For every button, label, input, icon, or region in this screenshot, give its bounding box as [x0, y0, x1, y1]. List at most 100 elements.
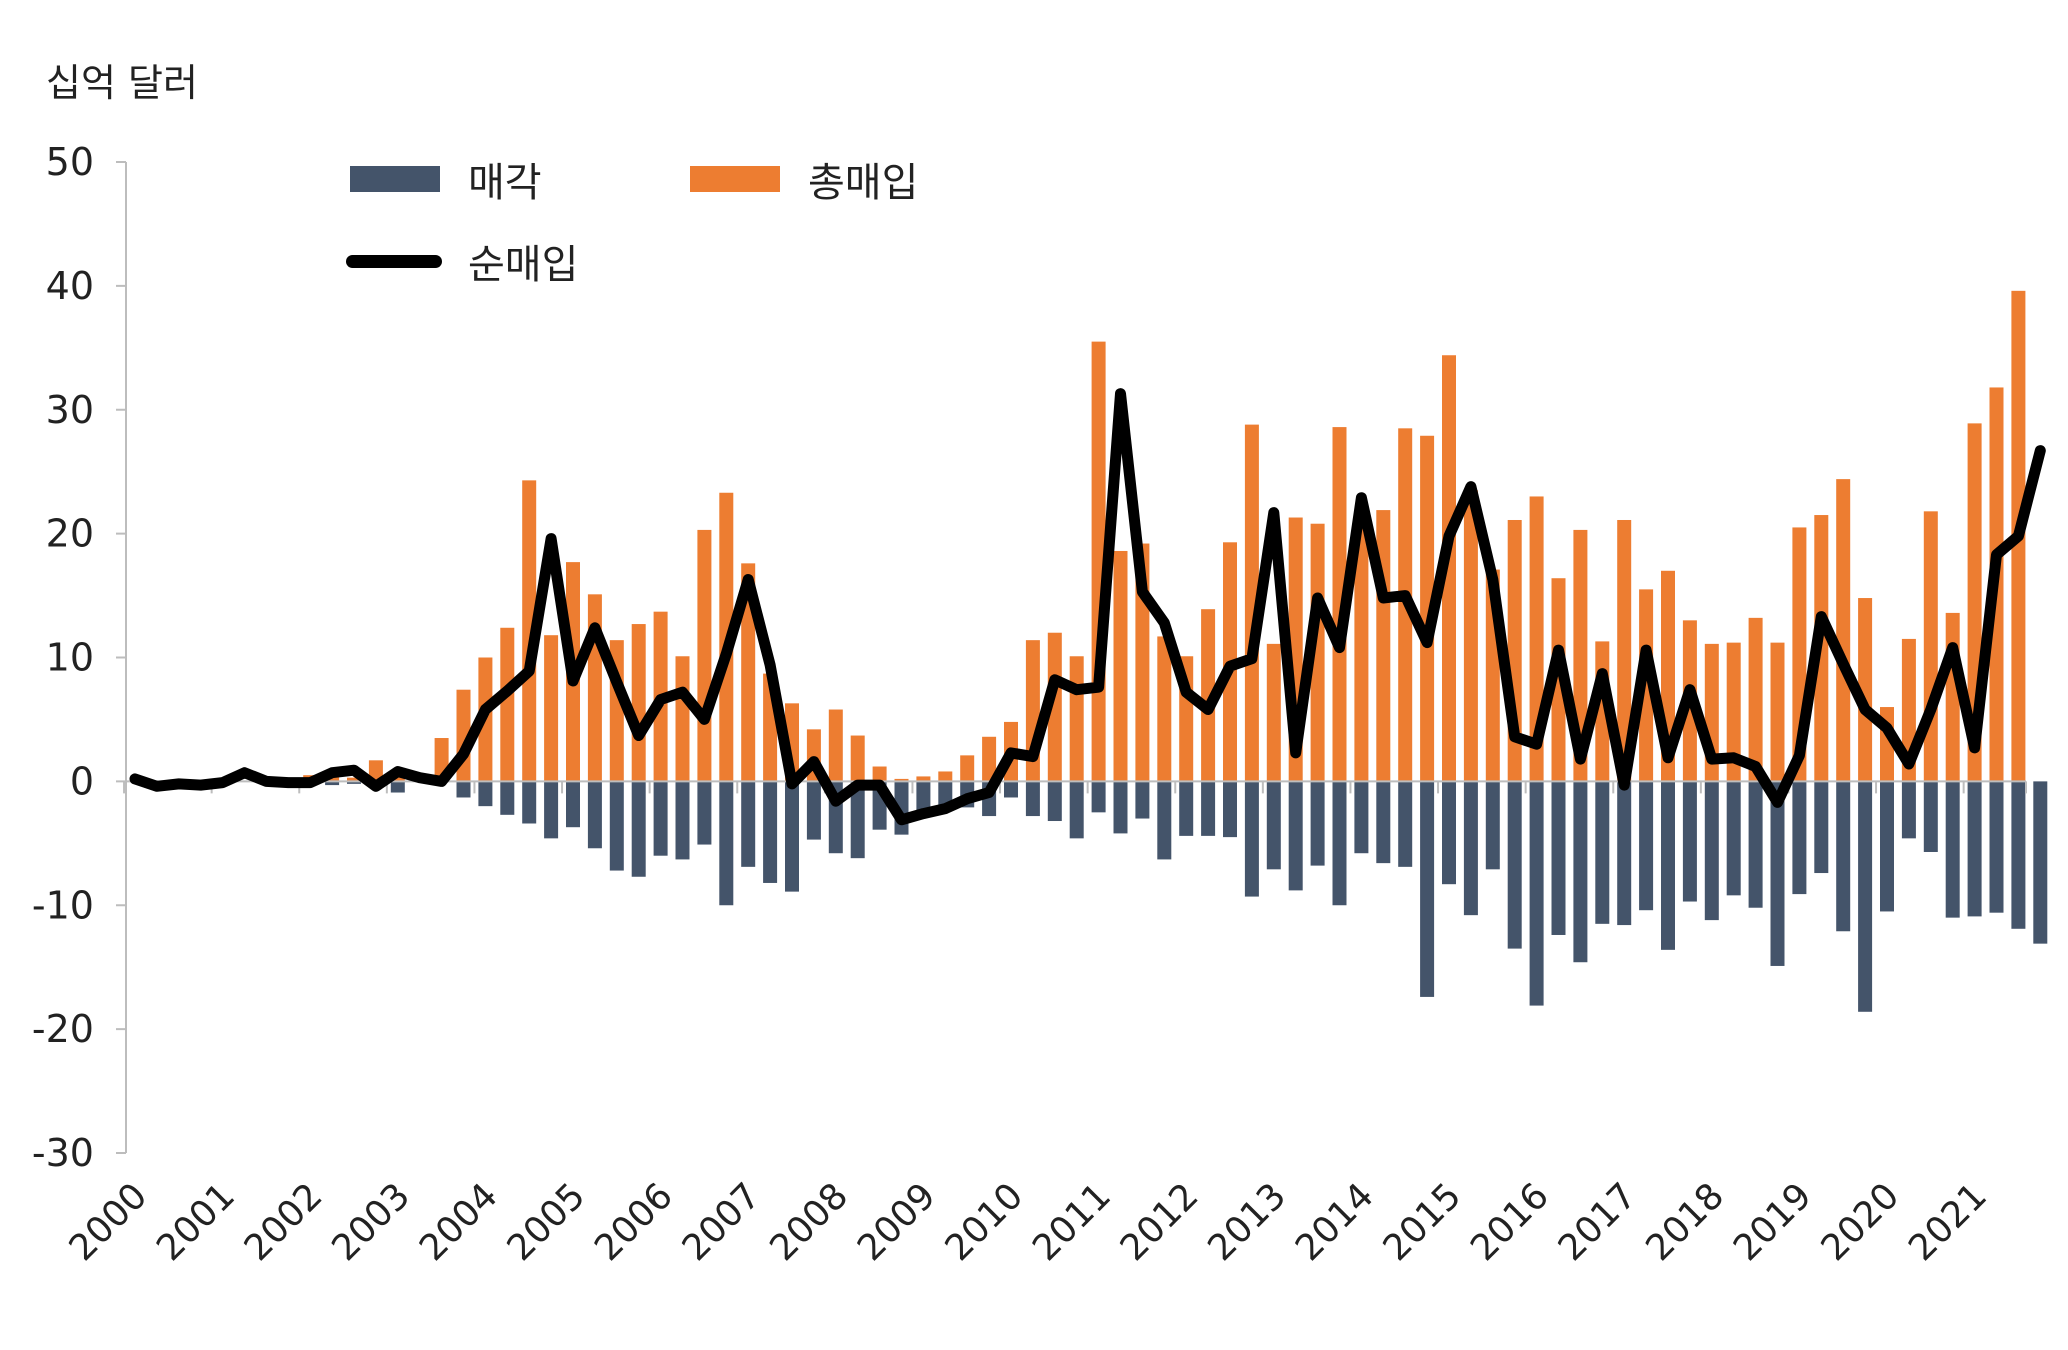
gross-purchase-bar	[1332, 427, 1347, 782]
sales-bar	[1639, 781, 1654, 911]
x-tick-label: 2020	[1814, 1175, 1908, 1269]
x-tick-label: 2011	[1025, 1175, 1119, 1269]
sales-bar	[916, 781, 931, 814]
gross-purchase-bar	[500, 627, 515, 782]
x-tick-label: 2014	[1288, 1175, 1382, 1269]
sales-bar	[1770, 781, 1785, 966]
gross-purchase-bar	[1047, 632, 1062, 782]
y-tick-label: 20	[46, 512, 94, 556]
legend-item-sales: 매각	[350, 150, 542, 208]
x-tick-label: 2017	[1551, 1175, 1645, 1269]
legend-swatch-net-purchases	[346, 254, 442, 268]
y-tick-label: 40	[46, 264, 94, 308]
sales-bar	[1442, 781, 1456, 885]
sales-bar	[1836, 781, 1851, 932]
sales-bar	[1091, 781, 1106, 813]
x-tick-label: 2004	[412, 1175, 506, 1269]
sales-bar	[1025, 781, 1040, 817]
x-tick-label: 2019	[1726, 1175, 1820, 1269]
sales-bar	[1704, 781, 1719, 921]
sales-bar	[1069, 781, 1084, 839]
sales-bar	[1814, 781, 1829, 874]
gross-purchase-bar	[1113, 550, 1128, 782]
x-tick-label: 2005	[500, 1175, 594, 1269]
legend-swatch-gross-purchases	[690, 166, 780, 192]
legend-item-gross-purchases: 총매입	[690, 150, 918, 208]
x-tick-label: 2001	[149, 1175, 243, 1269]
sales-bar	[609, 781, 624, 871]
gross-purchase-bar	[1069, 656, 1084, 782]
gross-purchase-bar	[1945, 612, 1960, 782]
x-tick-label: 2006	[587, 1175, 681, 1269]
gross-purchase-bar	[631, 624, 646, 782]
sales-bar	[1901, 781, 1916, 839]
net-purchase-line	[129, 388, 2046, 826]
y-tick-label: 30	[46, 388, 94, 432]
x-tick-label: 2003	[324, 1175, 418, 1269]
gross-purchase-bar	[347, 777, 361, 782]
sales-bar	[1354, 781, 1369, 854]
sales-bar	[1398, 781, 1413, 867]
legend-label-gross-purchases: 총매입	[808, 160, 919, 206]
sales-bar	[697, 781, 712, 845]
gross-purchase-bar	[1266, 643, 1281, 782]
sales-bar	[1485, 781, 1500, 870]
gross-purchase-bar	[1836, 479, 1851, 782]
legend-swatch-sales	[350, 166, 440, 192]
gross-purchase-bar	[960, 755, 975, 782]
sales-bar	[1420, 781, 1435, 997]
gross-purchase-bar	[1617, 519, 1632, 782]
sales-bar	[1113, 781, 1128, 834]
net-purchase-line-layer	[129, 388, 2046, 826]
sales-bar	[1682, 781, 1697, 902]
gross-purchase-bar	[982, 736, 997, 782]
sales-bar	[1288, 781, 1303, 891]
sales-bar	[785, 781, 799, 892]
gross-purchase-bar	[1639, 589, 1654, 782]
gross-purchase-bar	[916, 776, 931, 782]
gross-purchase-bar	[1748, 617, 1763, 782]
gross-purchase-bar	[697, 529, 712, 782]
sales-bar	[806, 781, 821, 840]
gross-purchase-bar	[894, 778, 909, 782]
legend-label-net-purchases: 순매입	[468, 242, 579, 288]
y-tick-label: -10	[32, 883, 94, 927]
sales-bar	[1047, 781, 1062, 822]
gross-purchase-bar	[1244, 424, 1259, 782]
sales-bar	[1244, 781, 1259, 897]
sales-bar	[1967, 781, 1982, 917]
x-tick-label: 2007	[675, 1175, 769, 1269]
sales-bar	[850, 781, 865, 859]
sales-bar	[1989, 781, 2004, 913]
gross-purchase-bar	[390, 775, 405, 782]
x-tick-label: 2021	[1901, 1175, 1995, 1269]
sales-bar	[1529, 781, 1544, 1006]
gross-purchase-bar	[1201, 609, 1216, 782]
gross-purchase-bar	[544, 635, 559, 782]
x-tick-label: 2016	[1463, 1175, 1557, 1269]
sales-bar	[763, 781, 778, 883]
sales-bar	[1266, 781, 1281, 870]
sales-bar	[522, 781, 537, 824]
gross-purchase-bar	[1858, 598, 1873, 782]
y-tick-label: 0	[70, 759, 94, 803]
gross-purchase-bar	[522, 480, 537, 782]
x-tick-label: 2008	[762, 1175, 856, 1269]
gross-purchase-bar	[1310, 523, 1325, 782]
x-tick-label: 2000	[62, 1175, 156, 1269]
gross-purchase-bar	[1420, 435, 1435, 782]
gross-purchase-bar	[1551, 578, 1566, 782]
sales-bar	[1201, 781, 1216, 836]
sales-bar	[653, 781, 668, 856]
sales-bar	[390, 781, 405, 793]
gross-purchase-bar	[938, 771, 953, 782]
sales-bar	[1004, 781, 1018, 798]
gross-purchase-bar	[368, 760, 383, 782]
sales-bar	[631, 781, 646, 877]
sales-bar	[1792, 781, 1807, 895]
x-tick-label: 2010	[938, 1175, 1032, 1269]
sales-bar	[587, 781, 602, 849]
sales-bar	[1179, 781, 1194, 836]
sales-bar	[1332, 781, 1347, 906]
gross-purchase-bar	[1770, 642, 1785, 782]
